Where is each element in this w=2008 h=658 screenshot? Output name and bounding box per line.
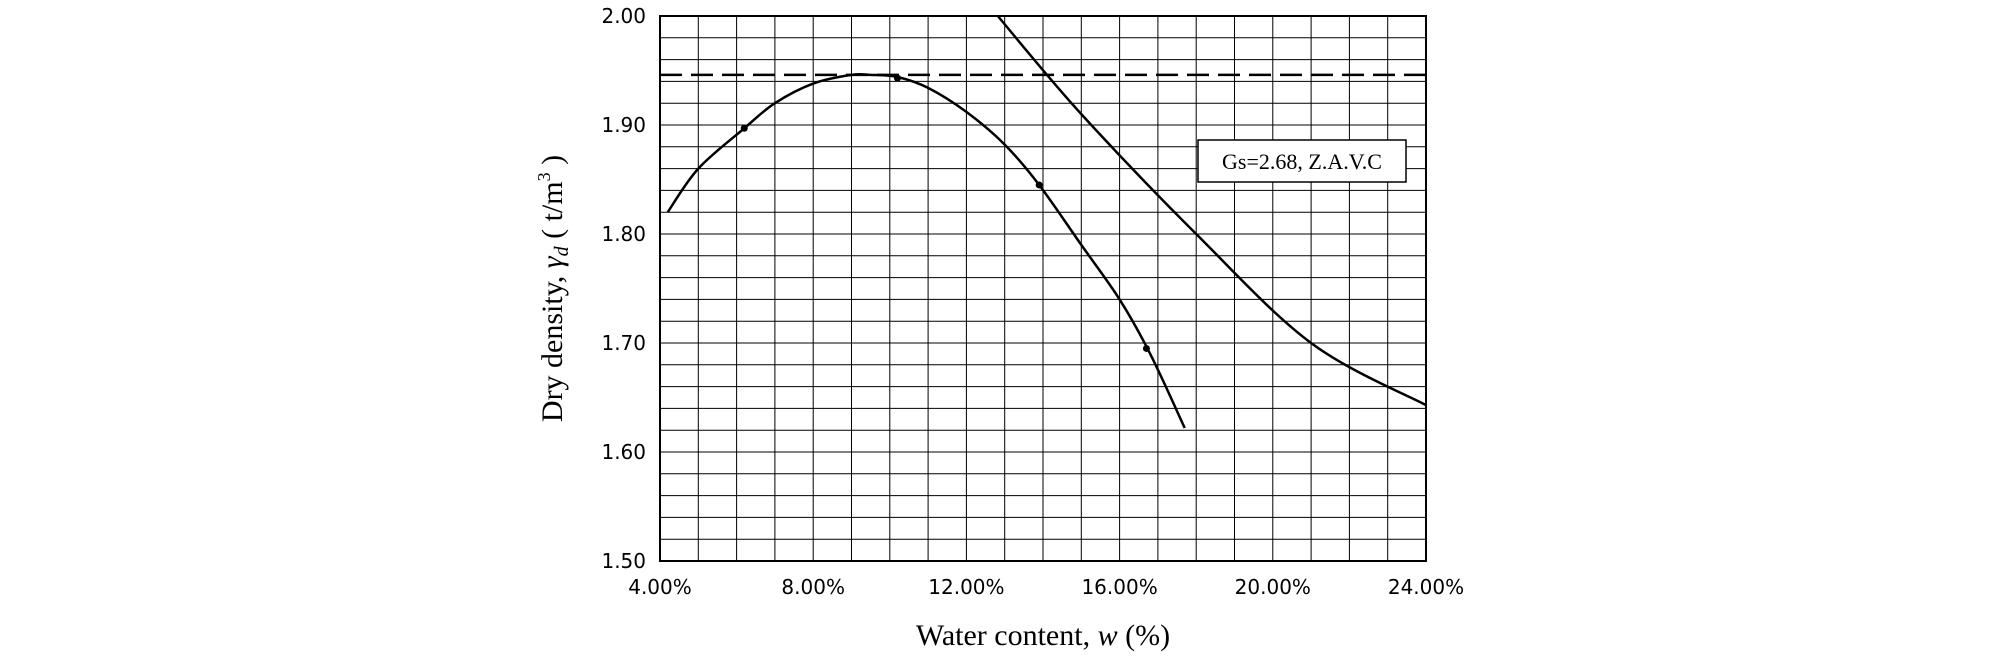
y-axis-title-unit-close: ) bbox=[536, 155, 569, 173]
y-tick-label: 2.00 bbox=[601, 4, 646, 28]
x-tick-label: 12.00% bbox=[928, 575, 1004, 599]
y-tick-label: 1.70 bbox=[601, 331, 646, 355]
x-tick-label: 4.00% bbox=[628, 575, 692, 599]
y-axis-title-prefix: Dry density, bbox=[536, 268, 569, 422]
y-tick-label: 1.80 bbox=[601, 222, 646, 246]
y-axis-title-symbol: γ bbox=[536, 255, 569, 268]
y-axis-title-subscript: d bbox=[551, 245, 573, 256]
x-axis-title-suffix: (%) bbox=[1118, 619, 1170, 652]
data-point bbox=[1035, 181, 1043, 189]
y-axis-title: Dry density, γd ( t/m3 ) bbox=[534, 155, 573, 422]
legend-box bbox=[1197, 139, 1407, 183]
x-tick-label: 24.00% bbox=[1388, 575, 1464, 599]
data-series bbox=[660, 15, 1427, 429]
x-axis-title-prefix: Water content, bbox=[916, 619, 1098, 652]
y-tick-label: 1.50 bbox=[601, 549, 646, 573]
y-tick-label: 1.90 bbox=[601, 113, 646, 137]
plot-frame bbox=[659, 15, 1427, 562]
y-axis-title-unit: ( t/m bbox=[536, 181, 569, 246]
tick-labels: 1.50 1.60 1.70 1.80 1.90 2.00 4.00% 8.00% 12.00%… bbox=[601, 4, 1464, 599]
data-point bbox=[740, 124, 748, 132]
grid bbox=[660, 16, 1426, 561]
y-axis-title-unit-exp: 3 bbox=[534, 172, 554, 181]
y-tick-label: 1.60 bbox=[601, 440, 646, 464]
data-point bbox=[893, 74, 901, 82]
legend: Gs=2.68, Z.A.V.C bbox=[1197, 139, 1407, 183]
x-tick-label: 20.00% bbox=[1235, 575, 1311, 599]
x-axis-title-symbol: w bbox=[1098, 619, 1118, 652]
compaction-curve-line bbox=[666, 72, 1186, 429]
legend-entry-zavc: Gs=2.68, Z.A.V.C bbox=[1222, 149, 1382, 174]
x-axis-title: Water content, w (%) bbox=[916, 619, 1170, 652]
x-tick-label: 8.00% bbox=[781, 575, 845, 599]
data-point bbox=[1142, 344, 1150, 352]
x-tick-label: 16.00% bbox=[1081, 575, 1157, 599]
zavc-line bbox=[996, 15, 1427, 407]
